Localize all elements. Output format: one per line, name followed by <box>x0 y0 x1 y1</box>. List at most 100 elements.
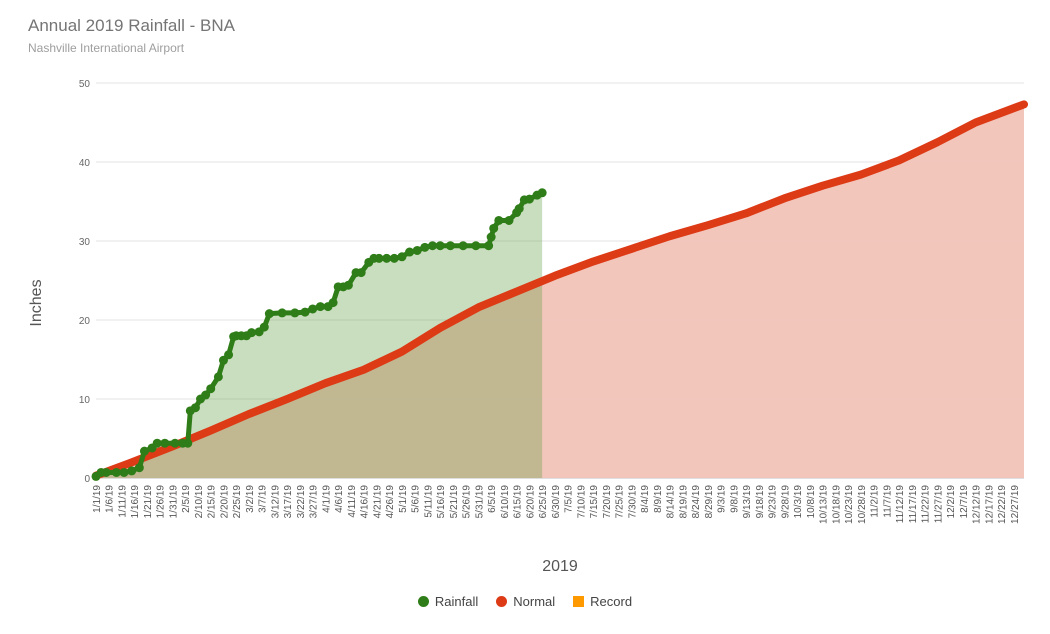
x-tick-1/16/19: 1/16/19 <box>130 485 141 519</box>
rainfall-point-4/10/19 <box>343 280 353 290</box>
rainfall-point-6/6/19 <box>489 223 499 233</box>
rainfall-point-2/6/19 <box>183 438 193 448</box>
x-tick-4/21/19: 4/21/19 <box>372 485 383 519</box>
rainfall-area <box>96 192 543 478</box>
x-tick-10/3/19: 10/3/19 <box>793 485 804 519</box>
rainfall-point-5/1/19 <box>397 252 407 262</box>
rainfall-point-1/5/19 <box>101 467 111 477</box>
x-tick-3/2/19: 3/2/19 <box>245 485 256 513</box>
x-tick-7/15/19: 7/15/19 <box>589 485 600 519</box>
legend-rainfall-label: Rainfall <box>434 594 479 609</box>
x-tick-8/29/19: 8/29/19 <box>704 485 715 519</box>
rainfall-point-6/12/19 <box>504 215 514 225</box>
x-tick-5/31/19: 5/31/19 <box>474 485 485 519</box>
x-tick-5/11/19: 5/11/19 <box>423 485 434 518</box>
legend-normal-label: Normal <box>513 594 556 609</box>
rainfall-point-1/12/19 <box>119 467 129 477</box>
legend: Rainfall Normal Record <box>0 594 1050 609</box>
x-tick-2/25/19: 2/25/19 <box>232 485 243 519</box>
x-tick-4/26/19: 4/26/19 <box>385 485 396 519</box>
x-tick-7/10/19: 7/10/19 <box>576 485 587 519</box>
x-tick-6/25/19: 6/25/19 <box>538 485 549 519</box>
rainfall-point-6/4/19 <box>484 241 494 251</box>
x-tick-1/1/19: 1/1/19 <box>92 485 103 513</box>
rainfall-point-5/30/19 <box>471 241 481 251</box>
x-tick-labels: 1/1/19 1/6/19 1/11/19 1/16/19 1/21/19 1/26/19… <box>92 485 1021 524</box>
x-tick-3/12/19: 3/12/19 <box>270 485 281 519</box>
rainfall-point-5/4/19 <box>405 247 415 257</box>
x-tick-6/15/19: 6/15/19 <box>513 485 524 519</box>
rainfall-point-5/20/19 <box>445 241 455 251</box>
rainfall-point-1/18/19 <box>134 463 144 473</box>
rainfall-point-3/15/19 <box>277 308 287 318</box>
x-tick-1/31/19: 1/31/19 <box>168 485 179 519</box>
x-tick-8/9/19: 8/9/19 <box>653 485 664 513</box>
rainfall-point-6/25/19 <box>537 188 547 198</box>
x-tick-4/16/19: 4/16/19 <box>360 485 371 519</box>
x-tick-10/18/19: 10/18/19 <box>831 485 842 524</box>
x-tick-1/6/19: 1/6/19 <box>105 485 116 513</box>
x-tick-8/19/19: 8/19/19 <box>678 485 689 519</box>
x-tick-4/1/19: 4/1/19 <box>321 485 332 513</box>
normal-line <box>92 100 1028 480</box>
y-axis-label: Inches <box>28 279 45 326</box>
x-tick-11/27/19: 11/27/19 <box>933 485 944 524</box>
x-tick-10/23/19: 10/23/19 <box>844 485 855 524</box>
y-tick-10: 10 <box>79 395 91 406</box>
x-tick-9/23/19: 9/23/19 <box>768 485 779 519</box>
x-tick-9/18/19: 9/18/19 <box>755 485 766 519</box>
legend-item-normal[interactable]: Normal <box>496 594 555 609</box>
x-tick-10/28/19: 10/28/19 <box>857 485 868 524</box>
x-tick-9/8/19: 9/8/19 <box>729 485 740 513</box>
x-tick-3/27/19: 3/27/19 <box>309 485 320 519</box>
rainfall-point-4/15/19 <box>356 268 366 278</box>
rainfall-point-1/28/19 <box>160 438 170 448</box>
x-tick-12/22/19: 12/22/19 <box>997 485 1008 524</box>
x-tick-5/26/19: 5/26/19 <box>462 485 473 519</box>
rainfall-point-3/20/19 <box>290 308 300 318</box>
y-tick-20: 20 <box>79 316 91 327</box>
x-tick-9/3/19: 9/3/19 <box>717 485 728 513</box>
x-tick-4/6/19: 4/6/19 <box>334 485 345 513</box>
rainfall-point-6/8/19 <box>494 215 504 225</box>
y-tick-labels: 0 10 20 30 40 50 <box>79 79 91 485</box>
x-tick-12/7/19: 12/7/19 <box>959 485 970 519</box>
rainfall-point-2/13/19 <box>201 390 211 400</box>
chart-subtitle: Nashville International Airport <box>28 41 185 55</box>
x-tick-7/20/19: 7/20/19 <box>602 485 613 519</box>
x-tick-10/8/19: 10/8/19 <box>806 485 817 519</box>
x-tick-3/22/19: 3/22/19 <box>296 485 307 519</box>
rainfall-point-3/3/19 <box>247 328 257 338</box>
rainfall-point-3/10/19 <box>264 309 274 319</box>
rainfall-point-2/18/19 <box>213 372 223 382</box>
rainfall-point-2/9/19 <box>190 403 200 413</box>
y-tick-40: 40 <box>79 158 91 169</box>
x-tick-6/20/19: 6/20/19 <box>525 485 536 519</box>
x-tick-8/14/19: 8/14/19 <box>666 485 677 519</box>
x-tick-7/30/19: 7/30/19 <box>627 485 638 519</box>
rainfall-point-5/7/19 <box>412 245 422 255</box>
legend-item-rainfall[interactable]: Rainfall <box>417 594 479 609</box>
rainfall-point-3/30/19 <box>315 302 325 312</box>
x-tick-10/13/19: 10/13/19 <box>819 485 830 524</box>
rainfall-point-4/22/19 <box>374 253 384 263</box>
rainfall-point-4/28/19 <box>389 253 399 263</box>
legend-record-label: Record <box>590 594 633 609</box>
rainfall-point-3/27/19 <box>308 304 318 314</box>
rainfall-point-6/20/19 <box>524 194 534 204</box>
rainfall-point-6/5/19 <box>486 232 496 242</box>
rainfall-point-5/10/19 <box>420 242 430 252</box>
x-tick-11/22/19: 11/22/19 <box>921 485 932 524</box>
rainfall-point-3/24/19 <box>300 307 310 317</box>
rainfall-point-3/8/19 <box>259 322 269 332</box>
x-axis-label: 2019 <box>542 558 578 575</box>
x-tick-2/10/19: 2/10/19 <box>194 485 205 519</box>
x-tick-7/5/19: 7/5/19 <box>564 485 575 513</box>
x-tick-5/6/19: 5/6/19 <box>411 485 422 513</box>
x-tick-12/2/19: 12/2/19 <box>946 485 957 519</box>
x-tick-7/25/19: 7/25/19 <box>615 485 626 519</box>
x-tick-5/21/19: 5/21/19 <box>449 485 460 519</box>
rainfall-point-1/20/19 <box>139 446 149 456</box>
legend-item-record[interactable]: Record <box>573 594 632 609</box>
